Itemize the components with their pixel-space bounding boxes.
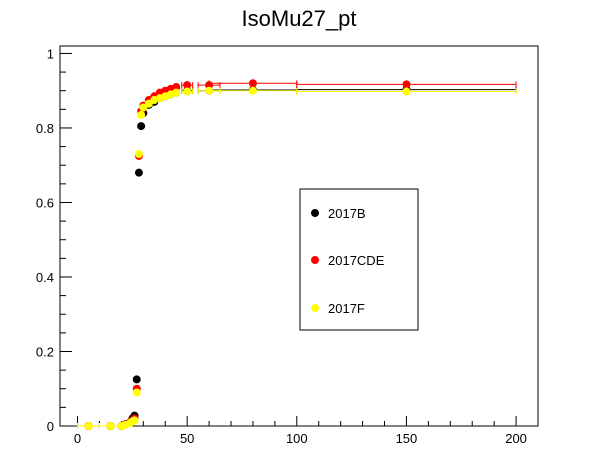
data-point-2017f <box>130 416 139 425</box>
y-tick-label: 0 <box>47 419 54 434</box>
y-tick-label: 0.4 <box>36 270 54 285</box>
y-tick-label: 0.8 <box>36 121 54 136</box>
series-2017b <box>77 85 517 430</box>
data-point-2017f <box>402 87 411 96</box>
data-point-2017cde <box>402 80 411 89</box>
data-point-2017f <box>106 422 115 430</box>
data-point-2017f <box>172 88 181 97</box>
x-tick-label: 0 <box>74 431 81 446</box>
x-tick-label: 50 <box>180 431 194 446</box>
legend: 2017B 2017CDE 2017F <box>299 188 419 331</box>
data-point-2017cde <box>248 79 257 88</box>
data-point-2017b <box>137 122 146 131</box>
plot-frame <box>59 45 539 427</box>
data-point-2017b <box>132 375 141 384</box>
data-point-2017cde <box>183 81 192 90</box>
legend-label-2017cde: 2017CDE <box>328 253 385 268</box>
y-tick-label: 0.6 <box>36 195 54 210</box>
data-point-2017b <box>134 168 143 177</box>
data-point-2017cde <box>172 82 181 91</box>
data-points <box>77 79 517 430</box>
data-point-2017f <box>183 87 192 96</box>
data-point-2017f <box>137 110 146 119</box>
legend-label-2017f: 2017F <box>328 301 365 316</box>
x-tick-label: 150 <box>396 431 418 446</box>
x-tick-label: 200 <box>505 431 527 446</box>
axes: 0 50 100 150 200 0 0.2 0.4 0.6 0.8 1 <box>36 46 527 446</box>
data-point-2017f <box>248 86 257 95</box>
data-point-2017f <box>134 150 143 159</box>
legend-label-2017b: 2017B <box>328 206 366 221</box>
y-tick-label: 0.2 <box>36 344 54 359</box>
data-point-2017f <box>132 388 141 397</box>
chart-title: IsoMu27_pt <box>242 6 357 31</box>
legend-marker-2017f <box>311 304 319 312</box>
series-2017cde <box>77 79 517 430</box>
legend-marker-2017cde <box>311 256 319 264</box>
data-point-2017f <box>84 422 93 430</box>
legend-box <box>299 188 419 331</box>
series-2017f <box>77 86 517 430</box>
y-tick-label: 1 <box>47 46 54 61</box>
x-tick-label: 100 <box>286 431 308 446</box>
legend-marker-2017b <box>311 209 319 217</box>
